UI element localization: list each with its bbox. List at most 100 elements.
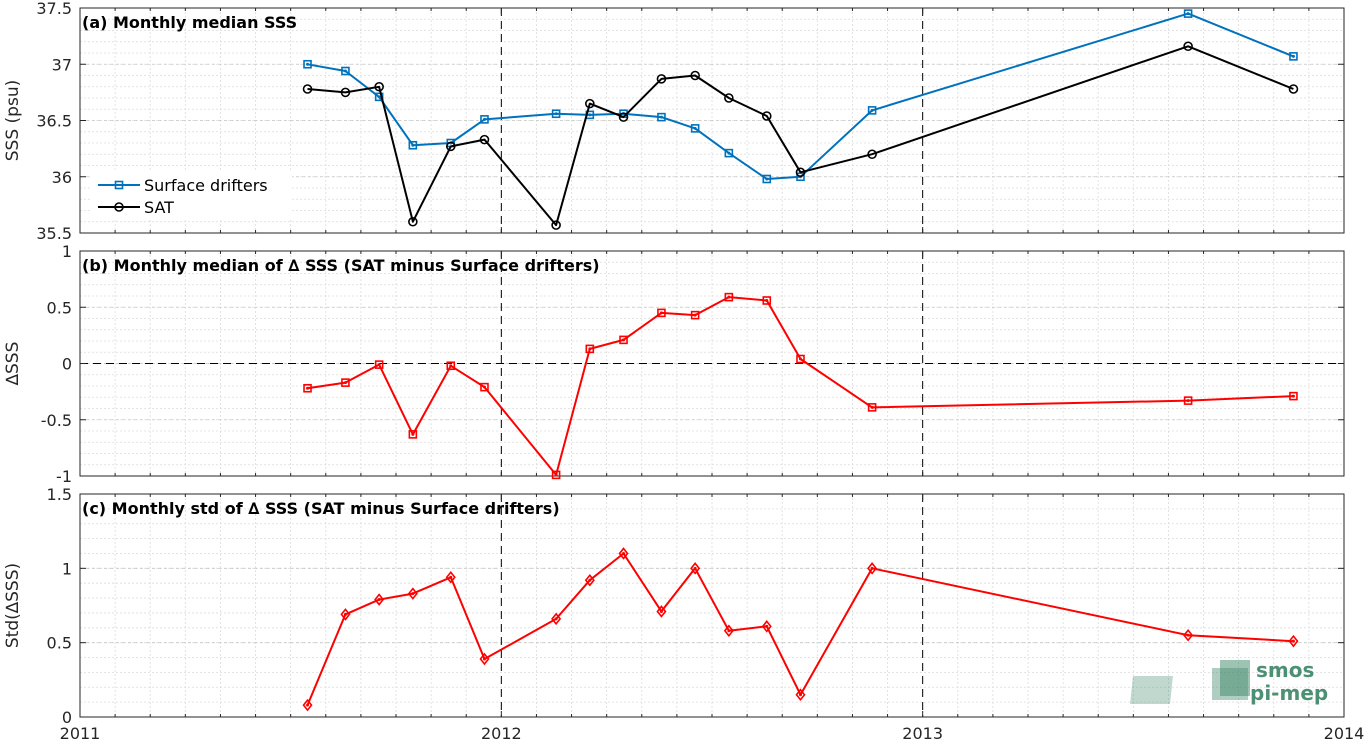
data-point-center xyxy=(1186,399,1190,403)
data-point xyxy=(445,141,456,152)
legend-box xyxy=(92,170,292,220)
data-point xyxy=(303,383,312,393)
data-point xyxy=(408,140,418,150)
data-point xyxy=(480,382,489,392)
panel-c: 0 0.5 1 1.5 Std(∆SSS) (c) Monthly std of ∆ SS… xyxy=(3,485,1364,743)
y-tick-label: 0 xyxy=(62,355,72,374)
data-point xyxy=(374,81,384,92)
data-point xyxy=(479,134,490,145)
data-point-center xyxy=(377,598,381,602)
data-point xyxy=(445,570,456,584)
data-point xyxy=(1289,391,1298,401)
data-point xyxy=(761,620,772,633)
data-point-center xyxy=(693,566,697,570)
data-point xyxy=(479,652,490,666)
data-point-center xyxy=(1291,639,1295,643)
data-point-center xyxy=(765,624,769,628)
data-point xyxy=(480,115,489,124)
data-point-center xyxy=(482,385,486,389)
data-point xyxy=(1183,396,1193,405)
data-point xyxy=(867,403,877,412)
data-point xyxy=(867,562,878,575)
data-point-center xyxy=(727,151,731,155)
data-point xyxy=(762,174,772,184)
logo-wave-icon xyxy=(1212,668,1248,700)
data-point-center xyxy=(377,95,381,99)
data-point-center xyxy=(765,177,769,181)
x-tick-label: 2014 xyxy=(1324,724,1365,743)
data-point-center xyxy=(622,338,626,342)
data-point-center xyxy=(482,657,486,661)
data-point-center xyxy=(411,592,415,596)
data-point xyxy=(657,308,666,318)
data-point-center xyxy=(306,62,310,66)
data-point xyxy=(724,148,734,158)
data-point-center xyxy=(588,347,592,351)
data-point-center xyxy=(727,295,731,299)
legend-marker xyxy=(114,202,124,212)
data-point xyxy=(551,612,562,626)
data-point-center xyxy=(659,609,663,613)
data-point xyxy=(551,109,561,119)
data-point-center xyxy=(870,566,874,570)
logo-text-pimep: pi-mep xyxy=(1250,681,1328,705)
panel-b: -1 -0.5 0 0.5 1 ∆SSS (b) Monthly median of ∆ S… xyxy=(3,242,1345,486)
data-point-center xyxy=(659,311,663,315)
data-point xyxy=(340,87,351,98)
data-point-center xyxy=(306,703,310,707)
data-point xyxy=(690,310,700,320)
data-point-center xyxy=(554,112,558,116)
data-point xyxy=(551,470,561,480)
data-point-center xyxy=(449,364,453,368)
data-point xyxy=(1288,84,1299,94)
data-point xyxy=(724,292,734,302)
data-point-center xyxy=(306,386,310,390)
logo-wave-icon xyxy=(1220,660,1250,696)
y-tick-label: 0.5 xyxy=(47,298,72,317)
data-point xyxy=(795,688,806,701)
data-point xyxy=(867,149,877,160)
data-point-center xyxy=(727,629,731,633)
y-axis-label: SSS (psu) xyxy=(3,80,23,161)
data-point-center xyxy=(1186,633,1190,637)
data-point xyxy=(657,112,666,122)
logo-text-smos: smos xyxy=(1256,658,1314,682)
data-point xyxy=(446,361,456,371)
data-point-center xyxy=(343,381,347,385)
data-point-center xyxy=(765,299,769,302)
logo-wave-icon xyxy=(1130,676,1173,704)
data-point xyxy=(408,430,418,439)
data-point xyxy=(762,296,772,305)
y-tick-label: 35.5 xyxy=(36,224,72,243)
data-point xyxy=(723,624,734,638)
data-point xyxy=(302,698,313,712)
data-point xyxy=(341,378,350,387)
legend: Surface drifters SAT xyxy=(92,170,292,220)
data-point xyxy=(303,59,312,69)
y-tick-label: 37 xyxy=(52,55,72,74)
data-point xyxy=(1183,628,1194,642)
x-tick-label: 2012 xyxy=(481,724,522,743)
series-line xyxy=(307,45,1294,227)
data-point xyxy=(584,573,595,587)
data-point xyxy=(1183,9,1193,18)
data-point-center xyxy=(588,113,592,117)
data-point-center xyxy=(554,473,558,477)
data-point xyxy=(1289,52,1298,61)
data-point xyxy=(374,593,385,606)
data-point-center xyxy=(622,551,626,555)
data-point-center xyxy=(1186,12,1190,16)
x-tick-label: 2011 xyxy=(60,724,101,743)
data-point xyxy=(656,74,667,84)
data-point-center xyxy=(343,69,347,73)
data-point xyxy=(302,84,313,94)
data-point xyxy=(407,587,418,600)
data-point-center xyxy=(798,357,802,361)
data-point xyxy=(690,124,700,133)
data-point xyxy=(585,98,595,109)
data-point-center xyxy=(693,126,697,130)
legend-label: Surface drifters xyxy=(144,176,268,195)
data-point xyxy=(618,547,629,560)
